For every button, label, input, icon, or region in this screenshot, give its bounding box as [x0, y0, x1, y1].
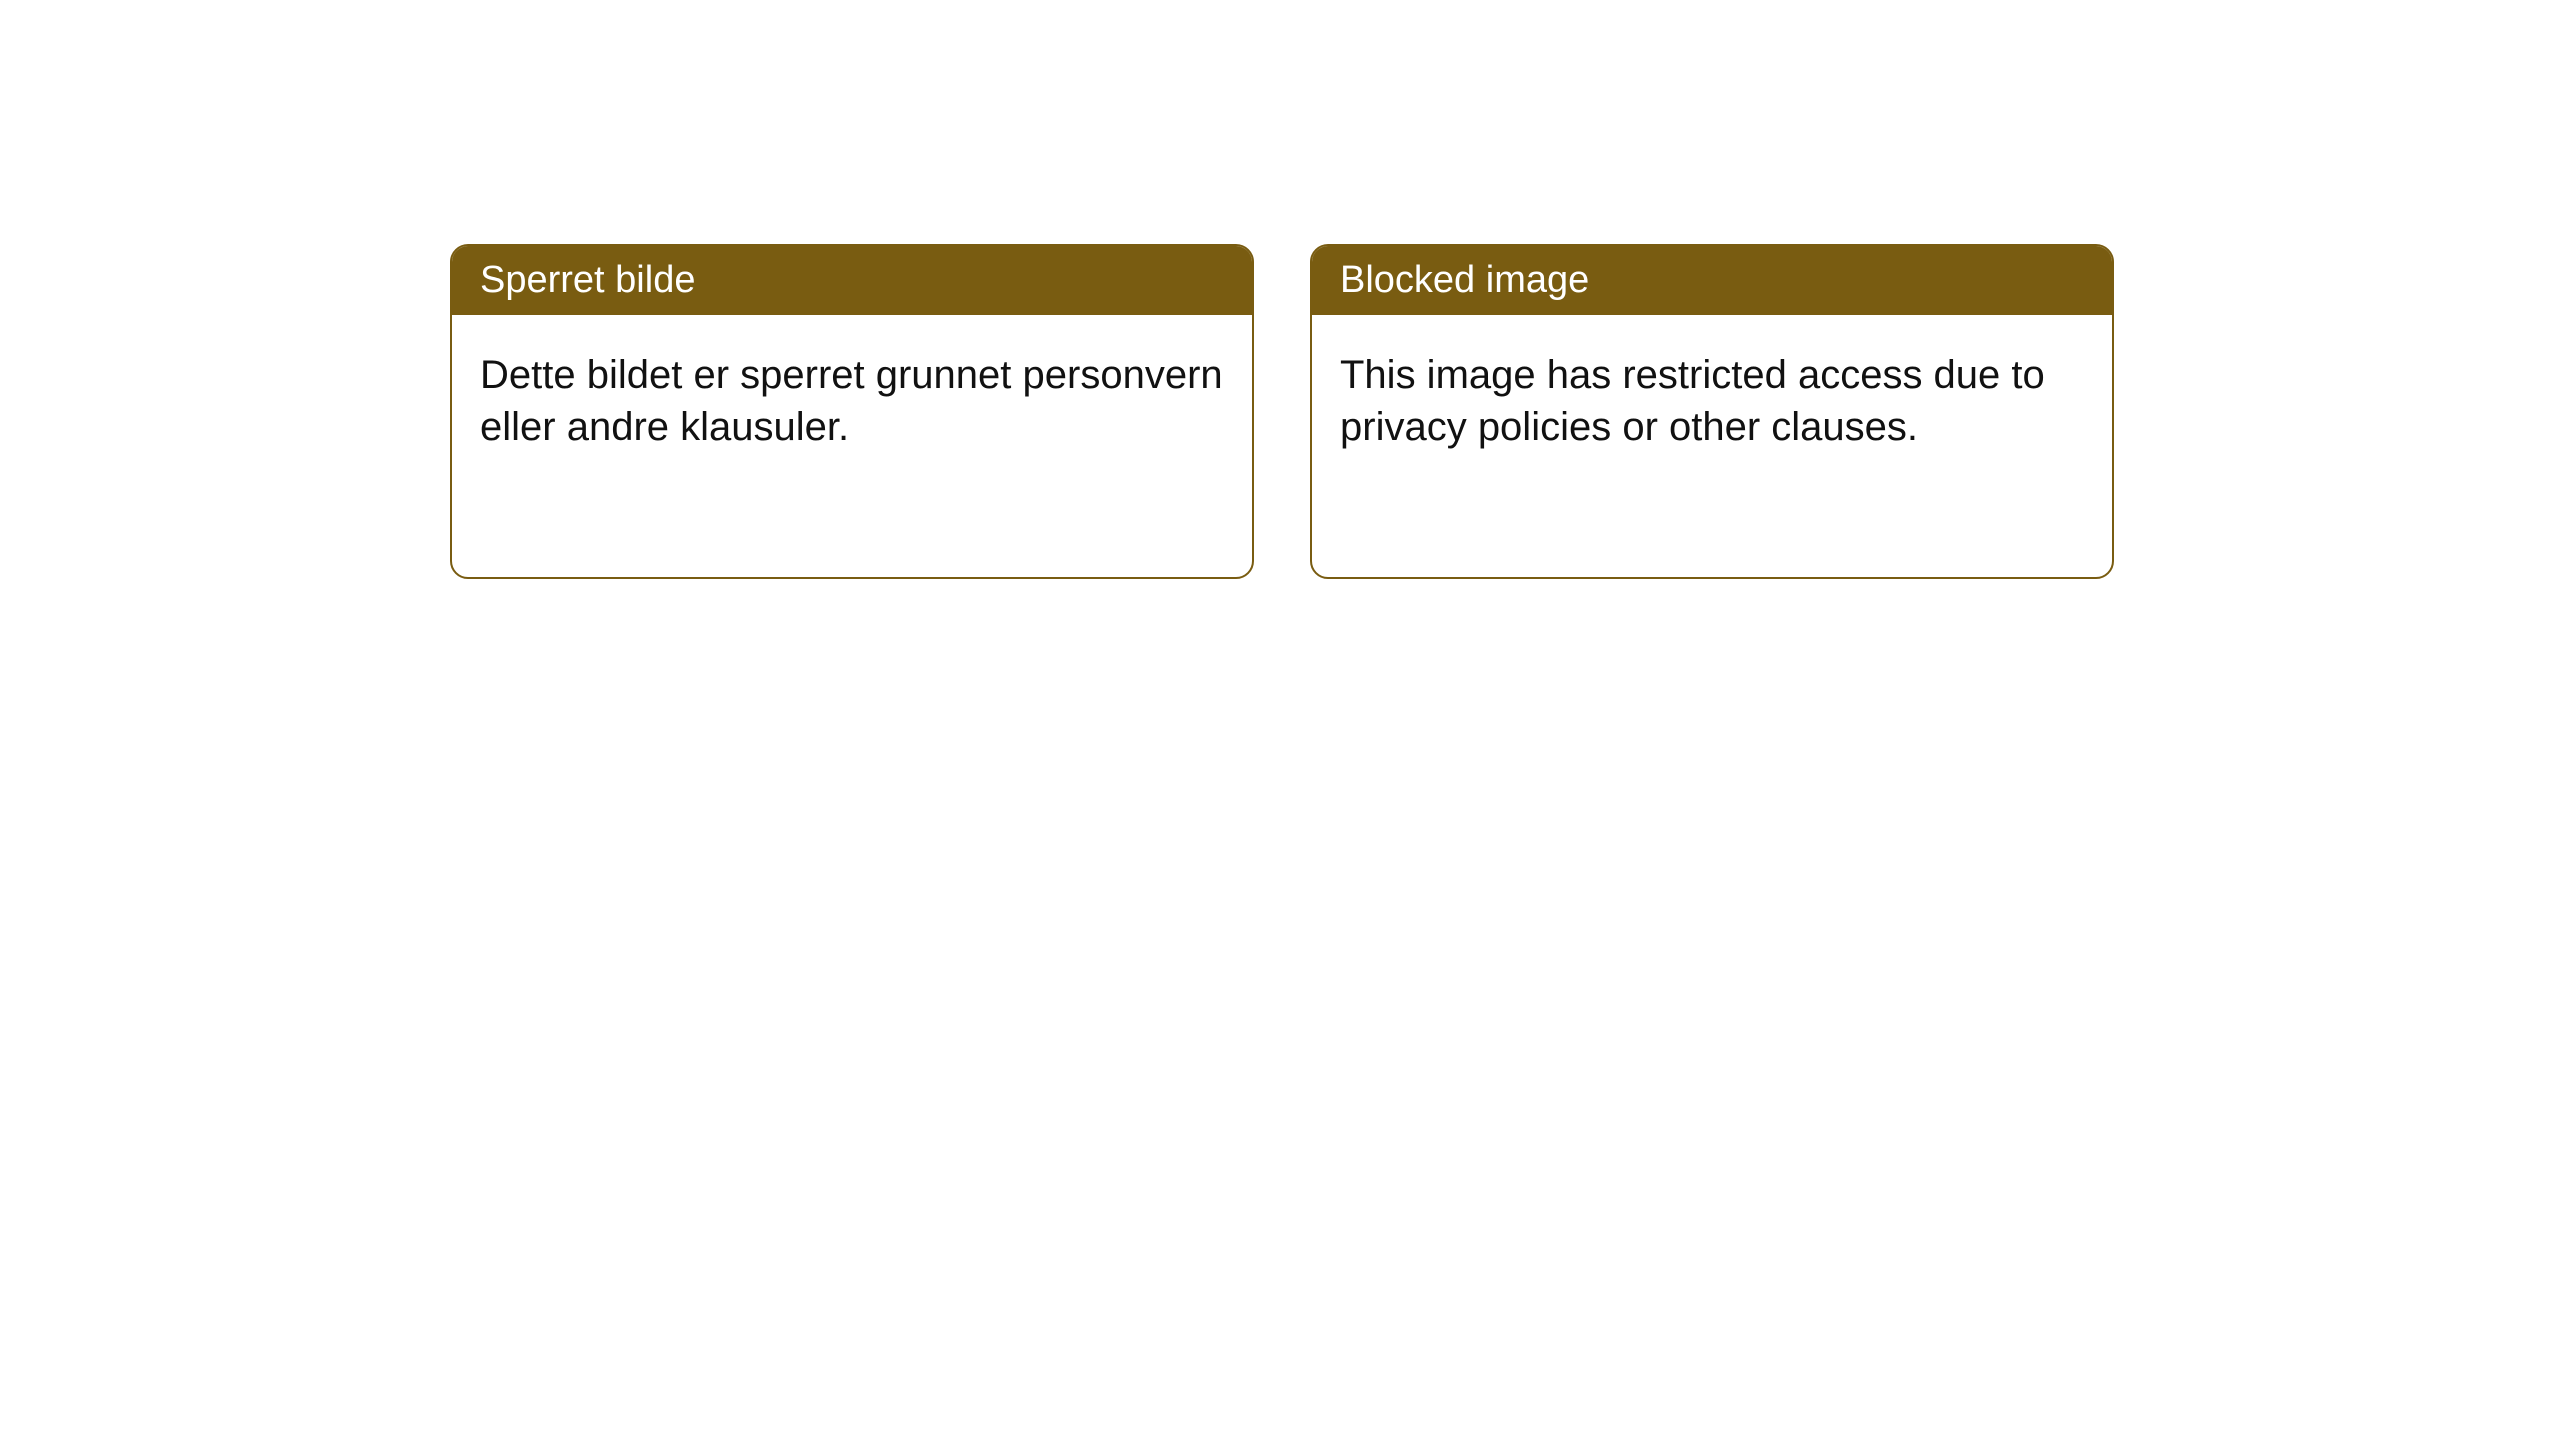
notice-card-header: Blocked image: [1312, 246, 2112, 315]
notice-card-english: Blocked image This image has restricted …: [1310, 244, 2114, 579]
notice-card-norwegian: Sperret bilde Dette bildet er sperret gr…: [450, 244, 1254, 579]
notice-card-header: Sperret bilde: [452, 246, 1252, 315]
notice-body-text: This image has restricted access due to …: [1340, 353, 2045, 449]
notice-card-body: This image has restricted access due to …: [1312, 315, 2112, 487]
notice-title: Blocked image: [1340, 259, 1589, 301]
notice-container: Sperret bilde Dette bildet er sperret gr…: [0, 0, 2560, 579]
notice-body-text: Dette bildet er sperret grunnet personve…: [480, 353, 1223, 449]
notice-card-body: Dette bildet er sperret grunnet personve…: [452, 315, 1252, 487]
notice-title: Sperret bilde: [480, 259, 695, 301]
